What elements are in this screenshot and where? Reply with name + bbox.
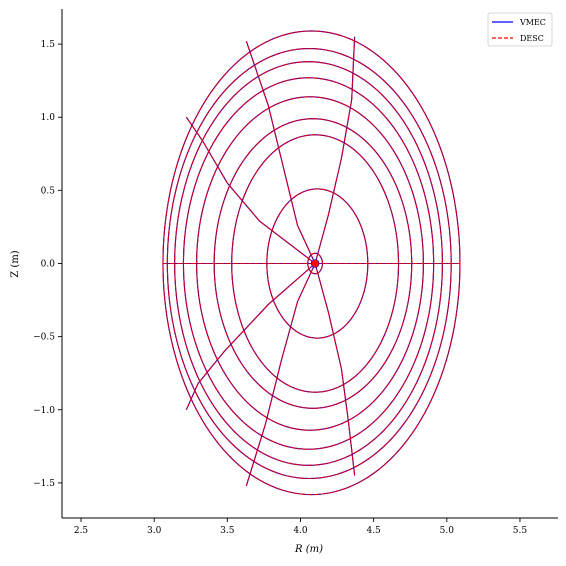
poloidal-line-overlay-3: [245, 41, 316, 264]
y-tick-label-2: −0.5: [33, 333, 55, 343]
magnetic-axis-marker: [310, 259, 320, 268]
vmec-poloidal-line-7: [314, 263, 356, 476]
y-tick-label-4: 0.5: [41, 186, 56, 196]
desc-poloidal-line-5: [185, 263, 316, 410]
x-tick-label-2: 3.5: [220, 526, 235, 536]
y-tick-label-6: 1.5: [41, 40, 56, 50]
poloidal-line-overlay-5: [185, 263, 316, 410]
plot-lines: [162, 30, 461, 496]
vmec-poloidal-line-3: [245, 41, 316, 264]
x-tick-label-6: 5.5: [513, 526, 528, 536]
x-tick-label-4: 4.5: [366, 526, 381, 536]
poloidal-line-overlay-7: [314, 263, 356, 476]
desc-poloidal-line-4: [185, 116, 316, 264]
y-axis-label: Z (m): [10, 250, 21, 278]
y-tick-label-3: 0.0: [41, 260, 56, 270]
x-tick-label-1: 3.0: [147, 526, 162, 536]
poloidal-line-overlay-6: [245, 263, 316, 486]
legend-label-vmec: VMEC: [519, 18, 546, 27]
axes: 2.5 3.0 3.5 4.0 4.5 5.0 5.5 −1.5 −1.0 −0.5 0.0 0.5 1…: [33, 9, 558, 536]
legend-label-desc: DESC: [520, 34, 544, 43]
poloidal-line-overlay-2: [314, 36, 356, 264]
vmec-poloidal-line-5: [185, 263, 316, 410]
desc-poloidal-line-7: [314, 263, 356, 476]
poloidal-line-overlay-4: [185, 116, 316, 264]
x-tick-label-5: 5.0: [440, 526, 455, 536]
x-tick-label-0: 2.5: [74, 526, 89, 536]
x-tick-label-3: 4.0: [293, 526, 308, 536]
desc-poloidal-line-3: [245, 41, 316, 264]
y-tick-label-0: −1.5: [33, 479, 55, 489]
vmec-poloidal-line-4: [185, 116, 316, 264]
y-tick-label-1: −1.0: [33, 406, 55, 416]
x-axis-label: R (m): [294, 544, 323, 555]
legend: VMEC DESC: [487, 12, 553, 47]
y-tick-label-5: 1.0: [41, 113, 56, 123]
